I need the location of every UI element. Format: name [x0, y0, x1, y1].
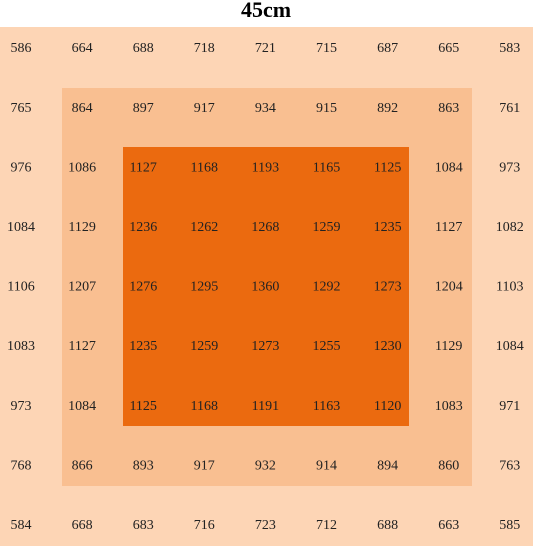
cell-value: 716: [194, 518, 215, 533]
cell-value: 1193: [252, 160, 279, 175]
cell-value: 1125: [374, 160, 401, 175]
cell-value: 1273: [374, 280, 402, 295]
cell-value: 763: [499, 458, 520, 473]
cell-value: 683: [133, 518, 154, 533]
cell-value: 1083: [435, 399, 463, 414]
cell-value: 1084: [7, 220, 35, 235]
cell-value: 1086: [68, 160, 96, 175]
cell-value: 973: [11, 399, 32, 414]
cell-value: 860: [438, 458, 459, 473]
cell-value: 894: [377, 458, 398, 473]
cell-value: 687: [377, 41, 398, 56]
cell-value: 664: [72, 41, 93, 56]
cell-value: 1255: [313, 339, 341, 354]
cell-value: 1204: [435, 280, 463, 295]
cell-value: 932: [255, 458, 276, 473]
cell-value: 688: [377, 518, 398, 533]
cell-value: 721: [255, 41, 276, 56]
cell-value: 1168: [191, 160, 218, 175]
cell-value: 1120: [374, 399, 401, 414]
cell-value: 584: [11, 518, 32, 533]
cell-value: 1360: [251, 280, 279, 295]
cell-value: 1268: [251, 220, 279, 235]
cell-value: 1207: [68, 280, 96, 295]
cell-value: 585: [499, 518, 520, 533]
cell-value: 1127: [435, 220, 462, 235]
cell-value: 864: [72, 101, 93, 116]
cell-value: 1127: [68, 339, 95, 354]
inner-zone: [123, 147, 409, 426]
cell-value: 917: [194, 101, 215, 116]
cell-value: 1084: [435, 160, 463, 175]
cell-value: 1083: [7, 339, 35, 354]
cell-value: 668: [72, 518, 93, 533]
cell-value: 1129: [68, 220, 95, 235]
cell-value: 892: [377, 101, 398, 116]
cell-value: 665: [438, 41, 459, 56]
cell-value: 718: [194, 41, 215, 56]
cell-value: 1084: [68, 399, 96, 414]
cell-value: 1125: [129, 399, 156, 414]
cell-value: 893: [133, 458, 154, 473]
cell-value: 1106: [7, 280, 34, 295]
cell-value: 1235: [129, 339, 157, 354]
cell-value: 971: [499, 399, 520, 414]
cell-value: 1273: [251, 339, 279, 354]
cell-value: 1259: [190, 339, 218, 354]
cell-value: 934: [255, 101, 276, 116]
cell-value: 1084: [496, 339, 524, 354]
grid: 586 664 688 718 721 715 687 665 583 765 864 897 917 9…: [7, 41, 524, 533]
cell-value: 897: [133, 101, 154, 116]
cell-value: 1295: [190, 280, 218, 295]
cell-value: 863: [438, 101, 459, 116]
cell-value: 866: [72, 458, 93, 473]
cell-value: 976: [11, 160, 32, 175]
cell-value: 1276: [129, 280, 157, 295]
cell-value: 1103: [496, 280, 523, 295]
cell-value: 1235: [374, 220, 402, 235]
cell-value: 761: [499, 101, 520, 116]
cell-value: 1230: [374, 339, 402, 354]
cell-value: 715: [316, 41, 337, 56]
cell-value: 723: [255, 518, 276, 533]
cell-value: 765: [11, 101, 32, 116]
cell-value: 1163: [313, 399, 340, 414]
cell-value: 1262: [190, 220, 218, 235]
cell-value: 917: [194, 458, 215, 473]
cell-value: 688: [133, 41, 154, 56]
cell-value: 1236: [129, 220, 157, 235]
cell-value: 915: [316, 101, 337, 116]
cell-value: 1165: [313, 160, 340, 175]
cell-value: 1191: [252, 399, 279, 414]
cell-value: 914: [316, 458, 337, 473]
cell-value: 1259: [313, 220, 341, 235]
title: 45cm: [241, 0, 291, 22]
cell-value: 1082: [496, 220, 524, 235]
cell-value: 973: [499, 160, 520, 175]
cell-value: 583: [499, 41, 520, 56]
cell-value: 586: [11, 41, 32, 56]
cell-value: 1168: [191, 399, 218, 414]
cell-value: 1129: [435, 339, 462, 354]
cell-value: 663: [438, 518, 459, 533]
cell-value: 1292: [313, 280, 341, 295]
cell-value: 1127: [129, 160, 156, 175]
cell-value: 712: [316, 518, 337, 533]
cell-value: 768: [11, 458, 32, 473]
